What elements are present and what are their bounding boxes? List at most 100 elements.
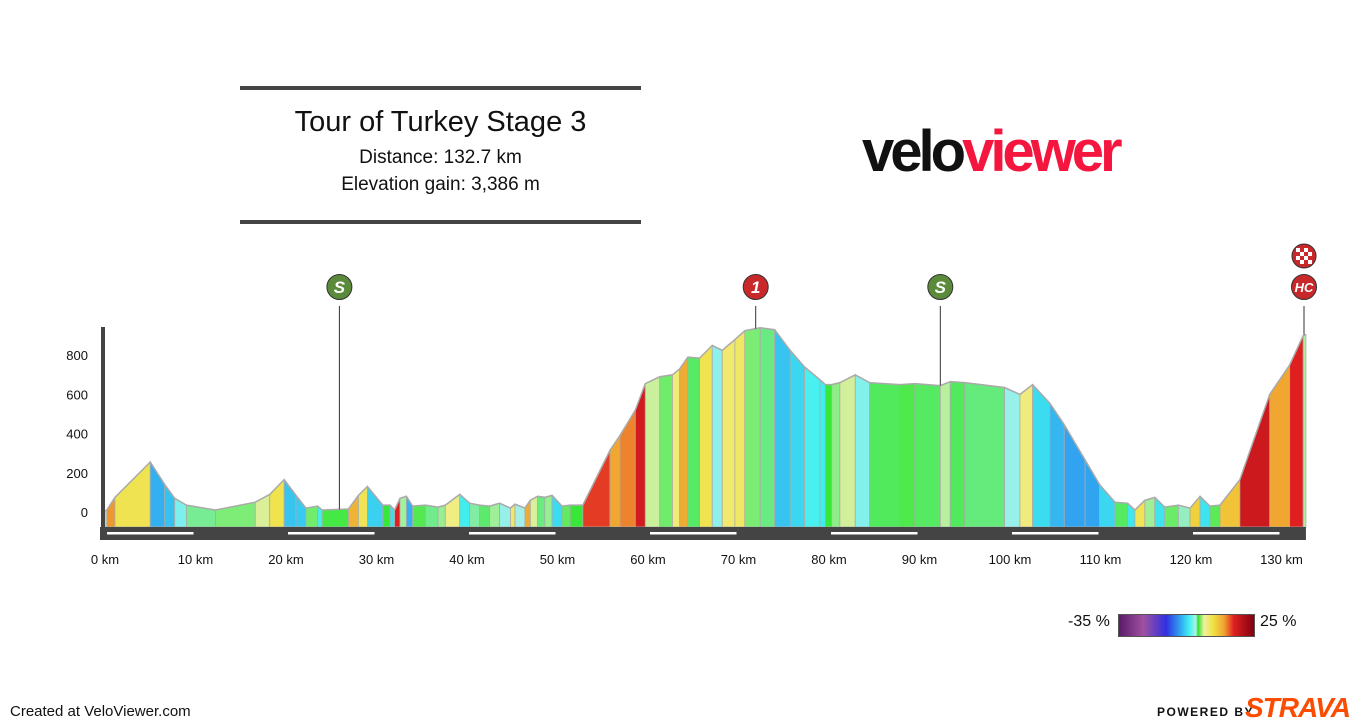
logo-part-velo: velo [862, 119, 966, 184]
profile-segment [672, 368, 681, 528]
y-tick-label: 200 [66, 466, 88, 481]
profile-segment [399, 495, 407, 528]
x-tick-label: 130 km [1260, 552, 1303, 567]
profile-segment [679, 355, 689, 528]
x-tick-label: 80 km [811, 552, 846, 567]
profile-segment [949, 381, 966, 528]
profile-segment [1019, 383, 1034, 528]
profile-segment [619, 408, 636, 528]
profile-segment [174, 497, 187, 528]
y-tick-label: 800 [66, 348, 88, 363]
marker-label: S [334, 278, 346, 297]
gradient-legend-bar [1118, 614, 1255, 637]
profile-segment [711, 344, 723, 528]
checker-square [1304, 248, 1308, 252]
x-tick-label: 10 km [178, 552, 213, 567]
profile-segment [254, 493, 271, 528]
profile-segment [869, 382, 900, 528]
profile-segment [469, 502, 481, 528]
strava-logo: STRAVA [1245, 692, 1351, 723]
x-tick-label: 20 km [268, 552, 303, 567]
profile-segment [699, 344, 713, 528]
profile-segment [1099, 483, 1116, 528]
profile-segment [1209, 504, 1221, 528]
profile-segment [1189, 495, 1201, 528]
legend-min-label: -35 % [1068, 613, 1110, 630]
y-tick-label: 600 [66, 387, 88, 402]
profile-segment [437, 504, 446, 528]
x-tick-label: 100 km [989, 552, 1032, 567]
sprint-marker-icon[interactable] [326, 274, 353, 300]
scale-dash [1012, 532, 1099, 535]
profile-segment [839, 374, 856, 528]
scale-dash [650, 532, 737, 535]
x-tick-label: 60 km [630, 552, 665, 567]
profile-segment [804, 366, 821, 528]
profile-segment [106, 495, 116, 528]
profile-segment [1239, 394, 1271, 528]
profile-segment [582, 450, 611, 528]
profile-segment [537, 495, 546, 528]
profile-segment [186, 504, 216, 528]
x-tick-label: 40 km [449, 552, 484, 567]
profile-segment [114, 461, 151, 528]
x-tick-label: 70 km [721, 552, 756, 567]
scale-dash [1193, 532, 1280, 535]
marker-label: HC [1295, 280, 1314, 295]
profile-segment [824, 384, 833, 528]
profile-segment [1004, 386, 1021, 528]
scale-dash [469, 532, 556, 535]
x-tick-label: 110 km [1080, 552, 1122, 567]
profile-segment [914, 383, 941, 528]
scale-dash [288, 532, 375, 535]
marker-label: S [935, 278, 947, 297]
profile-segment [424, 504, 439, 528]
x-tick-label: 90 km [902, 552, 937, 567]
profile-segment [1144, 496, 1156, 528]
profile-segment [382, 504, 391, 528]
profile-segment [1289, 335, 1304, 528]
profile-segment [348, 494, 359, 528]
profile-segment [899, 383, 916, 528]
y-tick-label: 400 [66, 427, 88, 442]
profile-segment [305, 505, 319, 528]
profile-segment [721, 338, 736, 528]
title-rule-top [240, 86, 641, 90]
profile-segment [854, 374, 871, 528]
sprint-marker-icon[interactable] [927, 274, 954, 300]
climb-marker-icon[interactable] [1291, 274, 1317, 300]
climb-marker-icon[interactable] [742, 274, 769, 300]
profile-segment [1063, 423, 1086, 528]
profile-segment [367, 485, 384, 528]
profile-segment [644, 376, 661, 528]
checker-square [1296, 256, 1300, 260]
checker-square [1300, 252, 1304, 256]
profile-segment [774, 328, 791, 528]
profile-segment [659, 374, 673, 528]
profile-segment [964, 382, 1005, 528]
profile-segment [412, 504, 426, 528]
profile-segment [489, 502, 500, 528]
profile-segment [687, 356, 700, 528]
legend-max-label: 25 % [1260, 613, 1297, 630]
profile-segment [789, 349, 805, 528]
profile-segment [831, 382, 841, 528]
marker-label: 1 [751, 278, 760, 297]
profile-segment [357, 485, 368, 528]
veloviewer-logo: veloviewer [862, 119, 1123, 184]
created-at-link[interactable]: Created at VeloViewer.com [10, 703, 191, 720]
profile-segment [295, 494, 307, 528]
scale-dash [107, 532, 194, 535]
profile-segment [1164, 504, 1179, 528]
profile-segment [819, 378, 826, 528]
title-rule-bottom [240, 220, 641, 224]
x-tick-label: 50 km [540, 552, 575, 567]
checker-square [1296, 248, 1300, 252]
profile-segment [529, 495, 538, 528]
elevation-gain-text: Elevation gain: 3,386 m [341, 174, 540, 195]
checker-square [1308, 252, 1312, 256]
profile-segment [759, 327, 776, 528]
distance-text: Distance: 132.7 km [359, 147, 522, 168]
checker-square [1300, 260, 1304, 264]
profile-segment [1114, 501, 1129, 528]
